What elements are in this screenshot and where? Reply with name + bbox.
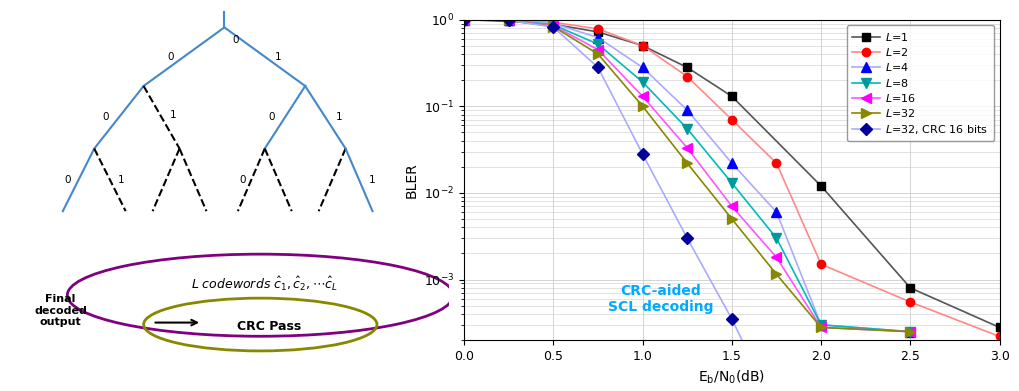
Line: $L$=1: $L$=1: [460, 15, 1003, 332]
$L$=4: [814, 323, 826, 327]
$L$=2: [502, 18, 515, 23]
Text: 1: 1: [169, 110, 176, 120]
Text: 1: 1: [275, 52, 281, 62]
$L$=32: [502, 18, 515, 23]
$L$=2: [636, 43, 648, 48]
X-axis label: $\mathrm{E_b/N_0}$(dB): $\mathrm{E_b/N_0}$(dB): [698, 368, 764, 386]
$L$=16: [458, 17, 470, 22]
$L$=16: [502, 18, 515, 23]
$L$=4: [904, 329, 916, 334]
$L$=4: [681, 108, 693, 113]
$L$=2: [591, 27, 603, 31]
$L$=16: [769, 255, 782, 260]
$L$=16: [681, 145, 693, 150]
$L$=1: [502, 19, 515, 24]
$L$=8: [458, 17, 470, 22]
$L$=1: [814, 184, 826, 188]
$L$=8: [636, 80, 648, 84]
Line: $L$=4: $L$=4: [459, 15, 914, 337]
$L$=32, CRC 16 bits: [726, 317, 738, 321]
$L$=1: [636, 43, 648, 48]
$L$=32: [769, 272, 782, 276]
$L$=32: [726, 217, 738, 221]
Text: 1: 1: [369, 175, 375, 185]
Text: 0: 0: [238, 175, 246, 185]
$L$=1: [993, 325, 1005, 330]
Text: Final
decoded
output: Final decoded output: [34, 294, 87, 327]
$L$=2: [458, 17, 470, 22]
Text: $L$ codewords $\hat{c}_1, \hat{c}_2, \cdots \hat{c}_L$: $L$ codewords $\hat{c}_1, \hat{c}_2, \cd…: [192, 274, 338, 292]
Y-axis label: BLER: BLER: [405, 162, 418, 198]
$L$=16: [636, 94, 648, 99]
Line: $L$=2: $L$=2: [460, 15, 1003, 341]
$L$=2: [726, 117, 738, 122]
Line: $L$=32, CRC 16 bits: $L$=32, CRC 16 bits: [460, 15, 824, 391]
Text: 0: 0: [64, 175, 70, 185]
$L$=16: [904, 329, 916, 334]
$L$=32, CRC 16 bits: [458, 17, 470, 22]
$L$=8: [502, 18, 515, 23]
$L$=32, CRC 16 bits: [681, 236, 693, 240]
$L$=2: [769, 161, 782, 165]
$L$=1: [726, 94, 738, 99]
Text: 0: 0: [268, 112, 274, 122]
$L$=4: [636, 65, 648, 70]
$L$=32, CRC 16 bits: [502, 18, 515, 23]
Text: 0: 0: [102, 112, 109, 122]
$L$=1: [546, 22, 558, 27]
Line: $L$=16: $L$=16: [459, 15, 914, 337]
$L$=8: [769, 236, 782, 240]
$L$=2: [814, 262, 826, 267]
$L$=8: [726, 181, 738, 185]
$L$=8: [546, 22, 558, 27]
$L$=16: [546, 23, 558, 28]
$L$=8: [591, 42, 603, 47]
$L$=2: [546, 20, 558, 25]
$L$=32: [636, 104, 648, 109]
$L$=8: [904, 329, 916, 334]
$L$=32: [904, 329, 916, 334]
$L$=32: [591, 52, 603, 56]
$L$=32, CRC 16 bits: [546, 25, 558, 29]
$L$=4: [458, 17, 470, 22]
$L$=4: [769, 210, 782, 214]
Legend: $L$=1, $L$=2, $L$=4, $L$=8, $L$=16, $L$=32, $L$=32, CRC 16 bits: $L$=1, $L$=2, $L$=4, $L$=8, $L$=16, $L$=…: [846, 25, 994, 141]
$L$=16: [726, 204, 738, 209]
$L$=4: [591, 35, 603, 40]
Text: 1: 1: [118, 175, 124, 185]
Text: 1: 1: [335, 112, 341, 122]
Line: $L$=32: $L$=32: [459, 15, 914, 337]
$L$=4: [546, 21, 558, 26]
$L$=1: [904, 285, 916, 290]
$L$=16: [814, 325, 826, 330]
$L$=4: [502, 18, 515, 23]
$L$=2: [993, 334, 1005, 339]
$L$=16: [591, 47, 603, 52]
$L$=1: [681, 65, 693, 70]
$L$=32: [546, 24, 558, 29]
$L$=1: [591, 30, 603, 34]
$L$=32: [681, 161, 693, 165]
$L$=4: [726, 161, 738, 165]
Text: CRC Pass: CRC Pass: [237, 320, 301, 333]
Line: $L$=8: $L$=8: [459, 15, 914, 337]
$L$=32: [458, 17, 470, 22]
$L$=2: [681, 74, 693, 79]
$L$=8: [681, 126, 693, 131]
$L$=1: [458, 17, 470, 22]
Text: 0: 0: [232, 35, 238, 45]
$L$=32: [814, 325, 826, 330]
Text: CRC-aided
SCL decoding: CRC-aided SCL decoding: [607, 283, 712, 314]
$L$=32, CRC 16 bits: [591, 65, 603, 70]
Text: 0: 0: [167, 52, 173, 62]
$L$=32, CRC 16 bits: [636, 152, 648, 156]
$L$=2: [904, 300, 916, 304]
$L$=8: [814, 323, 826, 327]
